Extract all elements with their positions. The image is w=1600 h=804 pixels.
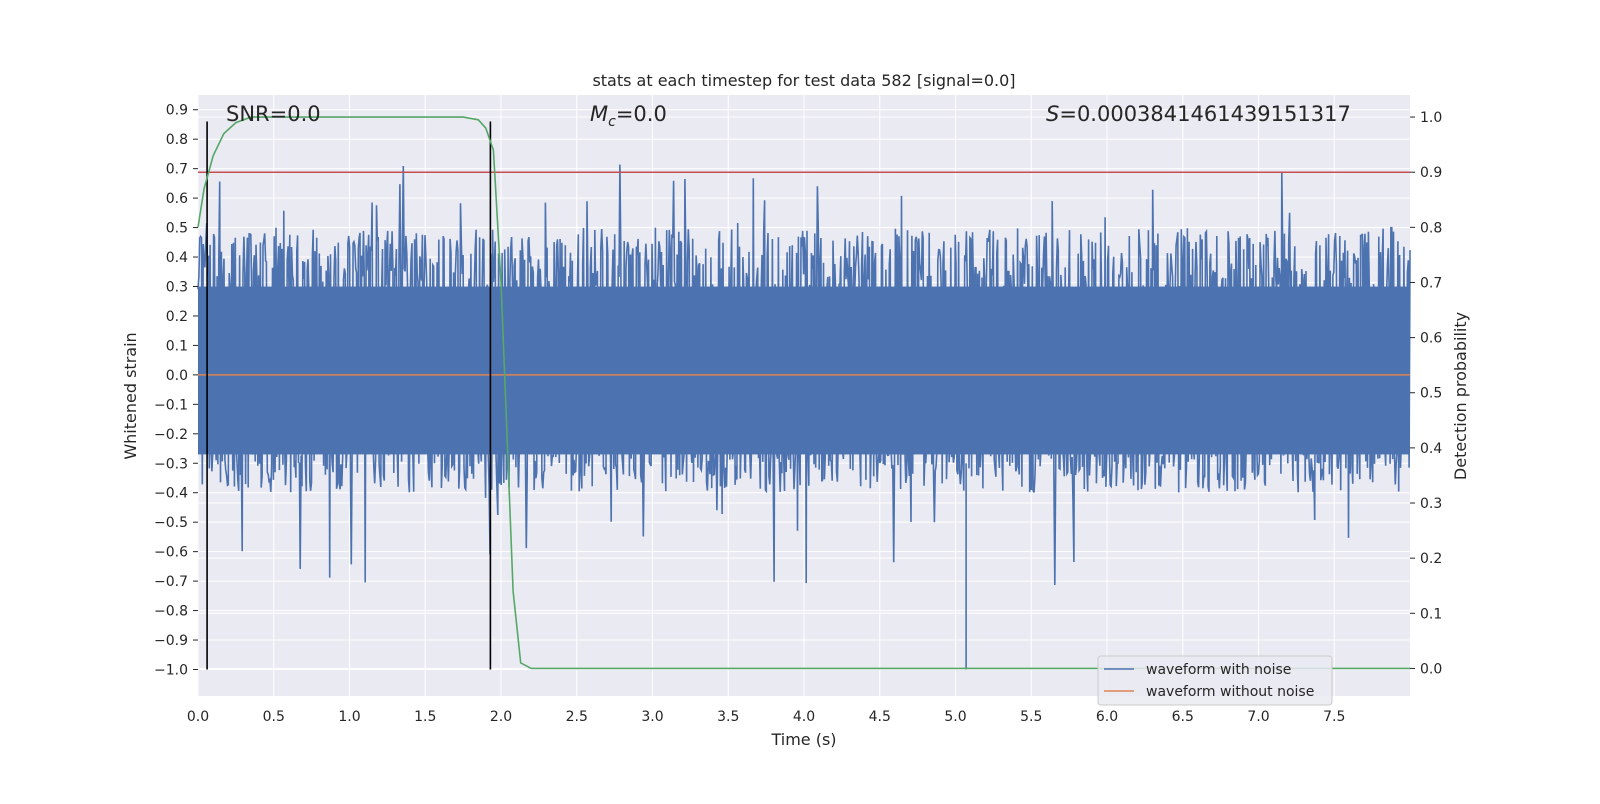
legend: waveform with noise waveform without noi… bbox=[1097, 655, 1333, 706]
y-tick-label: 0.0 bbox=[166, 368, 188, 384]
y2-axis-label: Detection probability bbox=[1451, 312, 1470, 480]
y-tick-label: 0.1 bbox=[166, 338, 188, 354]
y-tick-label: 0.3 bbox=[166, 279, 188, 295]
chirp-mass-annotation: Mc=0.0 bbox=[590, 102, 667, 130]
legend-label-noise: waveform with noise bbox=[1146, 662, 1291, 678]
x-tick-label: 1.5 bbox=[414, 709, 436, 725]
x-tick-label: 3.0 bbox=[641, 709, 663, 725]
x-tick-label: 2.5 bbox=[566, 709, 588, 725]
y-tick-label: −0.4 bbox=[154, 486, 188, 502]
x-tick-label: 4.5 bbox=[869, 709, 891, 725]
y-tick-label: −1.0 bbox=[154, 662, 188, 678]
chirp-mass-subscript: c bbox=[608, 114, 616, 130]
y2-tick-label: 0.1 bbox=[1420, 606, 1442, 622]
tick-labels: 0.0 0.5 1.0 1.5 2.0 2.5 3.0 3.5 4.0 4.5 5.0 5.5 6.0 6… bbox=[154, 103, 1442, 725]
x-tick-label: 6.0 bbox=[1096, 709, 1118, 725]
x-tick-label: 1.0 bbox=[338, 709, 360, 725]
x-tick-label: 5.0 bbox=[944, 709, 966, 725]
waveform-with-noise-band bbox=[198, 286, 1410, 455]
y2-tick-label: 0.6 bbox=[1420, 331, 1442, 347]
x-tick-label: 7.5 bbox=[1323, 709, 1345, 725]
y-tick-label: −0.7 bbox=[154, 574, 188, 590]
s-value: =0.0003841461439151317 bbox=[1059, 102, 1351, 126]
y-tick-label: 0.5 bbox=[166, 221, 188, 237]
chart-title: stats at each timestep for test data 582… bbox=[592, 71, 1015, 90]
s-annotation: S=0.0003841461439151317 bbox=[1046, 102, 1351, 126]
legend-box bbox=[1097, 655, 1333, 706]
chirp-mass-symbol: M bbox=[590, 102, 608, 126]
y-tick-label: −0.2 bbox=[154, 427, 188, 443]
y2-tick-label: 0.8 bbox=[1420, 220, 1442, 236]
series-lines bbox=[197, 116, 1410, 670]
x-tick-label: 2.0 bbox=[490, 709, 512, 725]
x-tick-label: 0.0 bbox=[187, 709, 209, 725]
y2-tick-label: 0.2 bbox=[1420, 551, 1442, 567]
y-tick-label: 0.2 bbox=[166, 309, 188, 325]
legend-label-clean: waveform without noise bbox=[1146, 684, 1314, 700]
y2-tick-label: 0.9 bbox=[1420, 165, 1442, 181]
x-tick-label: 7.0 bbox=[1247, 709, 1269, 725]
snr-annotation: SNR=0.0 bbox=[226, 102, 321, 126]
y-tick-label: −0.1 bbox=[154, 397, 188, 413]
y2-tick-label: 0.3 bbox=[1420, 496, 1442, 512]
y-tick-label: 0.4 bbox=[166, 250, 188, 266]
x-tick-label: 6.5 bbox=[1172, 709, 1194, 725]
y2-tick-label: 0.5 bbox=[1420, 386, 1442, 402]
x-axis-label: Time (s) bbox=[770, 730, 836, 749]
y-tick-label: 0.7 bbox=[166, 162, 188, 178]
y-tick-label: −0.3 bbox=[154, 456, 188, 472]
y2-tick-label: 0.0 bbox=[1420, 661, 1442, 677]
s-symbol: S bbox=[1046, 102, 1059, 126]
x-tick-label: 3.5 bbox=[717, 709, 739, 725]
y2-tick-label: 1.0 bbox=[1420, 110, 1442, 126]
y2-tick-label: 0.4 bbox=[1420, 441, 1442, 457]
y-tick-label: −0.6 bbox=[154, 545, 188, 561]
y-tick-label: −0.8 bbox=[154, 604, 188, 620]
y-tick-label: −0.5 bbox=[154, 515, 188, 531]
y-axis-label: Whitened strain bbox=[121, 332, 140, 459]
y2-tick-label: 0.7 bbox=[1420, 275, 1442, 291]
y-tick-label: 0.8 bbox=[166, 132, 188, 148]
y-tick-label: 0.6 bbox=[166, 191, 188, 207]
x-tick-label: 4.0 bbox=[793, 709, 815, 725]
detection-probability-line bbox=[197, 116, 1410, 670]
x-tick-label: 0.5 bbox=[263, 709, 285, 725]
x-tick-label: 5.5 bbox=[1020, 709, 1042, 725]
chirp-mass-value: =0.0 bbox=[616, 102, 667, 126]
series-waveform-with-noise bbox=[197, 164, 1411, 670]
y-tick-label: 0.9 bbox=[166, 103, 188, 119]
y-tick-label: −0.9 bbox=[154, 633, 188, 649]
